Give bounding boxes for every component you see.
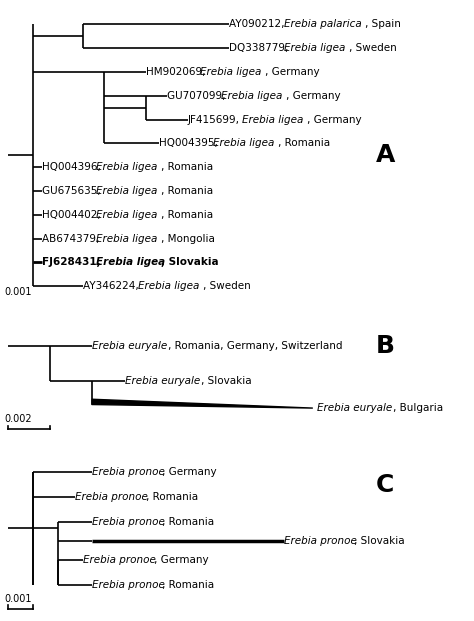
Text: , Slovakia: , Slovakia: [201, 376, 252, 386]
Text: Erebia euryale: Erebia euryale: [92, 341, 167, 351]
Text: Erebia euryale: Erebia euryale: [125, 376, 201, 386]
Text: , Spain: , Spain: [365, 19, 401, 29]
Text: FJ628431,: FJ628431,: [42, 257, 104, 268]
Text: Erebia euryale: Erebia euryale: [317, 403, 392, 413]
Text: Erebia ligea: Erebia ligea: [242, 114, 303, 125]
Text: Erebia ligea: Erebia ligea: [200, 67, 262, 77]
Text: , Romania, Germany, Switzerland: , Romania, Germany, Switzerland: [168, 341, 342, 351]
Text: , Bulgaria: , Bulgaria: [393, 403, 443, 413]
Text: Erebia ligea: Erebia ligea: [137, 281, 199, 291]
Text: , Romania: , Romania: [278, 138, 330, 148]
Text: , Germany: , Germany: [154, 555, 209, 564]
Text: HQ004402,: HQ004402,: [42, 210, 104, 220]
Text: , Romania: , Romania: [162, 517, 214, 527]
Text: Erebia pronoe: Erebia pronoe: [75, 492, 148, 502]
Text: 0.001: 0.001: [4, 287, 32, 297]
Text: , Slovakia: , Slovakia: [161, 257, 219, 268]
Text: , Germany: , Germany: [286, 91, 341, 101]
Text: Erebia palarica: Erebia palarica: [283, 19, 361, 29]
Text: , Sweden: , Sweden: [349, 43, 396, 53]
Text: HQ004396,: HQ004396,: [42, 162, 104, 172]
Text: HM902069,: HM902069,: [146, 67, 209, 77]
Text: AY346224,: AY346224,: [83, 281, 142, 291]
Text: 0.001: 0.001: [4, 594, 32, 604]
Text: , Romania: , Romania: [146, 492, 198, 502]
Text: Erebia ligea: Erebia ligea: [96, 233, 157, 243]
Text: , Sweden: , Sweden: [203, 281, 250, 291]
Text: Erebia ligea: Erebia ligea: [213, 138, 274, 148]
Text: JF415699,: JF415699,: [188, 114, 243, 125]
Text: A: A: [375, 143, 395, 167]
Text: Erebia pronoe: Erebia pronoe: [283, 536, 356, 546]
Text: AY090212,: AY090212,: [229, 19, 288, 29]
Text: AB674379,: AB674379,: [42, 233, 102, 243]
Text: , Germany: , Germany: [307, 114, 362, 125]
Text: HQ004395,: HQ004395,: [158, 138, 220, 148]
Text: C: C: [375, 473, 394, 497]
Text: Erebia ligea: Erebia ligea: [96, 257, 165, 268]
Text: , Romania: , Romania: [161, 162, 213, 172]
Text: Erebia pronoe: Erebia pronoe: [92, 580, 164, 590]
Text: , Romania: , Romania: [161, 210, 213, 220]
Text: Erebia ligea: Erebia ligea: [96, 186, 157, 196]
Text: Erebia pronoe: Erebia pronoe: [83, 555, 156, 564]
Text: Erebia ligea: Erebia ligea: [221, 91, 283, 101]
Text: Erebia pronoe: Erebia pronoe: [92, 517, 164, 527]
Text: , Mongolia: , Mongolia: [161, 233, 215, 243]
Text: GU707099,: GU707099,: [167, 91, 228, 101]
Text: Erebia ligea: Erebia ligea: [96, 210, 157, 220]
Text: , Romania: , Romania: [161, 186, 213, 196]
Text: , Germany: , Germany: [265, 67, 320, 77]
Text: DQ338779,: DQ338779,: [229, 43, 292, 53]
Text: B: B: [375, 334, 394, 358]
Text: , Germany: , Germany: [162, 467, 217, 477]
Text: Erebia pronoe: Erebia pronoe: [92, 467, 164, 477]
Polygon shape: [92, 399, 313, 408]
Text: , Slovakia: , Slovakia: [354, 536, 405, 546]
Text: Erebia ligea: Erebia ligea: [96, 162, 157, 172]
Text: GU675635,: GU675635,: [42, 186, 104, 196]
Text: 0.002: 0.002: [4, 414, 32, 424]
Text: , Romania: , Romania: [162, 580, 214, 590]
Text: Erebia ligea: Erebia ligea: [283, 43, 345, 53]
